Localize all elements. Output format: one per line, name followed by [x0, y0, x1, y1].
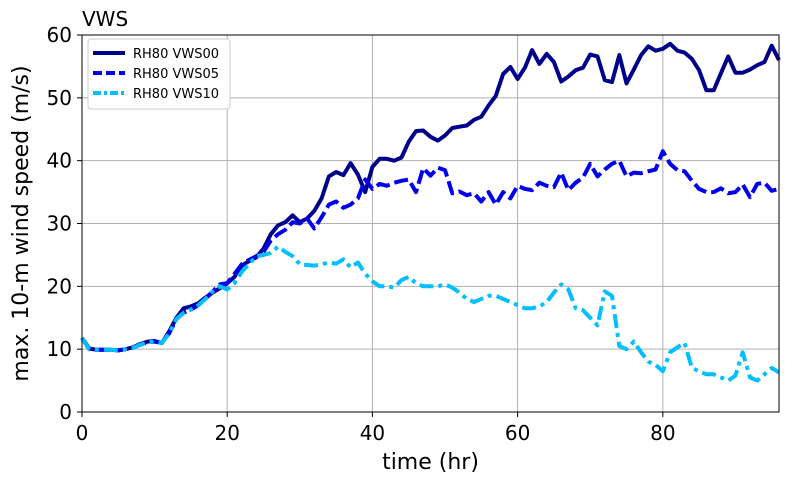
legend-label-1: RH80 VWS00 [133, 47, 219, 62]
y-tick-label: 60 [47, 23, 72, 47]
y-tick-label: 30 [47, 212, 72, 236]
x-axis-title: time (hr) [382, 450, 479, 475]
y-axis-title: max. 10-m wind speed (m/s) [9, 65, 34, 381]
x-tick-label: 0 [76, 421, 89, 445]
series-line-2 [80, 149, 780, 353]
chart-title: VWS [82, 7, 128, 31]
x-tick-label: 80 [650, 421, 675, 445]
x-tick-label: 40 [360, 421, 385, 445]
x-tick-label: 20 [214, 421, 239, 445]
y-tick-label: 10 [47, 337, 72, 361]
legend-label-3: RH80 VWS10 [133, 87, 219, 102]
y-tick-label: 40 [47, 149, 72, 173]
y-tick-label: 0 [59, 400, 72, 424]
y-tick-label: 50 [47, 86, 72, 110]
series-lines [80, 41, 781, 383]
series-line-3 [80, 244, 781, 383]
y-tick-label: 20 [47, 274, 72, 298]
axis-ticks: 0 20 40 60 80 0 10 20 30 40 50 60 [47, 23, 676, 445]
legend-label-2: RH80 VWS05 [133, 67, 219, 82]
x-tick-label: 60 [505, 421, 530, 445]
legend: RH80 VWS00 RH80 VWS05 RH80 VWS10 [87, 38, 231, 110]
